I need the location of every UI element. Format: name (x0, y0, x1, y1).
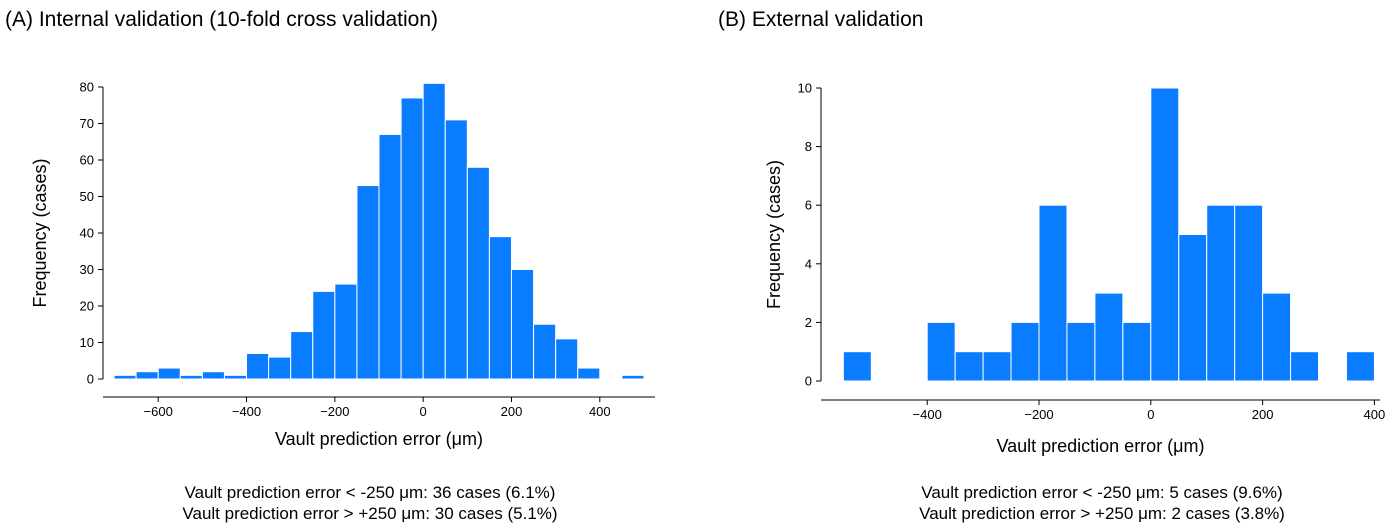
x-tick-label: −400 (913, 407, 942, 422)
bar-250-300 (533, 323, 557, 380)
bar--100--50 (378, 133, 402, 380)
y-tick-label: 10 (80, 335, 94, 350)
x-tick-label: −200 (320, 404, 349, 419)
bar--50-0 (1122, 321, 1152, 382)
y-tick-label: 2 (805, 315, 812, 330)
bar--550--500 (179, 374, 203, 380)
panel-internal-validation: (A) Internal validation (10-fold cross v… (0, 0, 690, 531)
note-below-threshold: Vault prediction error < -250 μm: 5 case… (921, 483, 1283, 502)
bar-350-400 (1345, 351, 1375, 382)
bar-150-200 (488, 236, 512, 380)
x-tick-label: 400 (589, 404, 611, 419)
bar--100--50 (1094, 292, 1124, 382)
x-tick-label: −600 (144, 404, 173, 419)
y-tick-label: 50 (80, 189, 94, 204)
bar--350--300 (268, 356, 292, 380)
bar-200-250 (1262, 292, 1292, 382)
x-tick-label: 400 (1364, 407, 1386, 422)
bar-50-100 (1178, 234, 1208, 382)
bar-0-50 (1150, 87, 1180, 382)
panel-title: (B) External validation (718, 8, 924, 31)
bar--700--650 (113, 374, 137, 380)
bar-50-100 (444, 119, 468, 380)
y-tick-label: 6 (805, 198, 812, 213)
x-tick-label: −200 (1024, 407, 1053, 422)
y-tick-label: 30 (80, 262, 94, 277)
y-tick-label: 4 (805, 256, 812, 271)
x-axis-title: Vault prediction error (μm) (996, 436, 1204, 456)
note-above-threshold: Vault prediction error > +250 μm: 2 case… (919, 504, 1285, 523)
y-axis-title: Frequency (cases) (30, 158, 50, 307)
bar--650--600 (135, 371, 159, 380)
bar-300-350 (555, 338, 579, 380)
bar-350-400 (577, 367, 601, 380)
note-above-threshold: Vault prediction error > +250 μm: 30 cas… (182, 504, 558, 523)
bar--50-0 (400, 97, 424, 380)
bar--600--550 (157, 367, 181, 380)
note-below-threshold: Vault prediction error < -250 μm: 36 cas… (184, 483, 556, 502)
bar--550--500 (842, 351, 872, 382)
y-tick-label: 20 (80, 299, 94, 314)
x-tick-label: 0 (420, 404, 427, 419)
bar--250--200 (1010, 321, 1040, 382)
y-tick-label: 0 (87, 372, 94, 387)
y-tick-label: 10 (798, 81, 812, 96)
histogram-internal-validation: 0 10 20 30 40 50 60 70 80 −600 −400 −200 0 200 400 Vaul… (30, 80, 655, 449)
bar--150--100 (356, 185, 380, 380)
x-tick-label: 200 (501, 404, 523, 419)
y-tick-label: 8 (805, 139, 812, 154)
bar--400--350 (926, 321, 956, 382)
x-tick-label: 200 (1252, 407, 1274, 422)
y-tick-label: 80 (80, 80, 94, 95)
bar--300--250 (982, 351, 1012, 382)
y-tick-label: 70 (80, 116, 94, 131)
panel-external-validation: (B) External validation 0 2 4 6 8 10 −400 −200 0… (690, 0, 1395, 531)
bar--450--400 (223, 374, 248, 380)
y-tick-label: 60 (80, 153, 94, 168)
y-tick-label: 40 (80, 226, 94, 241)
bar-100-150 (1206, 204, 1236, 382)
bar--150--100 (1066, 321, 1096, 382)
x-tick-label: −400 (232, 404, 261, 419)
bar--200--150 (334, 283, 358, 380)
bar--500--450 (201, 371, 225, 380)
bar--350--300 (954, 351, 984, 382)
bar-450-500 (621, 374, 645, 380)
bar--300--250 (290, 331, 314, 380)
bar-0-50 (422, 82, 446, 380)
y-axis-title: Frequency (cases) (764, 160, 784, 309)
bar-200-250 (510, 269, 535, 380)
bar-150-200 (1234, 204, 1264, 382)
histogram-external-validation: 0 2 4 6 8 10 −400 −200 0 200 400 Vault prediction e… (764, 81, 1386, 457)
bar--200--150 (1038, 204, 1068, 382)
bar--250--200 (312, 290, 336, 380)
x-axis-title: Vault prediction error (μm) (275, 429, 483, 449)
y-tick-label: 0 (805, 374, 812, 389)
summary-notes: Vault prediction error < -250 μm: 36 cas… (150, 482, 590, 524)
x-tick-label: 0 (1147, 407, 1154, 422)
bar-250-300 (1290, 351, 1320, 382)
panel-title: (A) Internal validation (10-fold cross v… (5, 8, 439, 31)
summary-notes: Vault prediction error < -250 μm: 5 case… (872, 482, 1332, 524)
bar--400--350 (246, 352, 270, 380)
bar-100-150 (466, 166, 490, 380)
